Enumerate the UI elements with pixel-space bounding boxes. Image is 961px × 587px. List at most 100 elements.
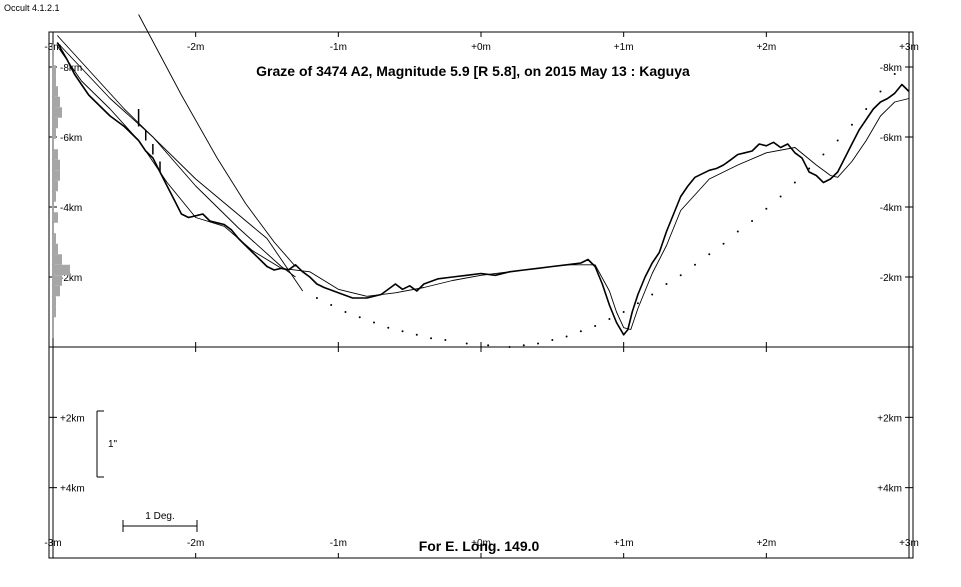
histogram-bar — [52, 86, 58, 97]
limb-prediction-dot — [893, 73, 896, 75]
limb-prediction-dot — [793, 181, 796, 184]
limb-prediction-dot — [401, 330, 404, 333]
histogram-bar — [52, 191, 56, 202]
chart-title: Graze of 3474 A2, Magnitude 5.9 [R 5.8],… — [256, 63, 690, 79]
limb-prediction-dot — [373, 321, 375, 324]
histogram-bar — [52, 222, 54, 234]
x-tick-label-top: +0m — [471, 42, 491, 53]
x-tick-label-bottom: +0m — [471, 538, 491, 549]
scale-bar-h-label: 1 Deg. — [145, 511, 174, 522]
limb-curve-line — [56, 35, 304, 292]
histogram-bar — [52, 285, 60, 297]
axes-layer: -3m-3m-2m-2m-1m-1m+0m+0m+1m+1m+2m+2m+3m+… — [44, 32, 919, 558]
limb-prediction-dot — [779, 195, 782, 198]
scale-bar-v-label: 1" — [108, 439, 118, 450]
limb-prediction-dot — [850, 123, 853, 126]
limb-prediction-dot — [836, 139, 839, 142]
limb-prediction-dot — [444, 339, 447, 341]
limb-prediction-dot — [636, 302, 639, 305]
x-tick-label-bottom: +2m — [756, 538, 776, 549]
y-tick-label-left: -6km — [60, 133, 82, 144]
histogram-bar — [52, 317, 54, 328]
histogram-bar — [52, 275, 62, 286]
histogram-bar — [52, 159, 60, 171]
limb-prediction-dot — [665, 283, 668, 285]
y-tick-label-right: -6km — [880, 133, 902, 144]
y-tick-label-left: -2km — [60, 273, 82, 284]
limb-prediction-dot — [722, 242, 725, 245]
limb-prediction-dot — [865, 108, 868, 110]
limb-prediction-dot — [487, 344, 490, 347]
x-tick-label-bottom: -1m — [330, 538, 347, 549]
limb-prediction-dot — [736, 230, 739, 233]
x-tick-label-top: +2m — [756, 42, 776, 53]
limb-prediction-dot — [679, 274, 682, 277]
histogram-bar — [52, 264, 70, 276]
histogram-bar — [52, 96, 60, 108]
histogram-bar — [52, 149, 58, 160]
x-tick-label-bottom: +1m — [614, 538, 634, 549]
histogram-bar — [52, 107, 62, 118]
limb-prediction-dot — [594, 325, 597, 327]
x-tick-label-top: +1m — [614, 42, 634, 53]
vertical-scale-bar: 1" — [96, 410, 118, 478]
histogram-bar — [52, 327, 54, 339]
histogram-layer — [52, 44, 70, 339]
limb-prediction-dot — [622, 311, 625, 313]
limb-curve-line — [138, 14, 296, 267]
limb-curve-line — [56, 42, 296, 278]
y-tick-label-right: -8km — [880, 63, 902, 74]
histogram-bar — [52, 212, 58, 223]
upper-panel-frame — [48, 31, 914, 348]
histogram-bar — [52, 138, 54, 150]
histogram-bar — [52, 201, 54, 213]
limb-prediction-dot — [879, 90, 882, 93]
x-tick-label-bottom: -2m — [187, 538, 204, 549]
limb-prediction-dot — [651, 293, 654, 296]
y-tick-label-right: -4km — [880, 203, 902, 214]
histogram-bar — [52, 254, 62, 265]
lower-y-tick-label-left: +4km — [60, 484, 85, 495]
y-tick-label-left: -4km — [60, 203, 82, 214]
histogram-bar — [52, 243, 58, 255]
histogram-bar — [52, 65, 56, 76]
histogram-bar — [52, 170, 60, 181]
x-tick-label-top: -1m — [330, 42, 347, 53]
limb-prediction-dot — [765, 207, 768, 210]
histogram-bar — [52, 233, 56, 244]
limb-prediction-dot — [694, 263, 696, 266]
lower-y-tick-label-right: +4km — [877, 484, 902, 495]
lower-y-tick-label-left: +2km — [60, 413, 85, 424]
limb-prediction-dot — [465, 342, 468, 345]
app-title: Occult 4.1.2.1 — [4, 3, 60, 13]
histogram-bar — [52, 75, 56, 87]
histogram-bar — [52, 296, 56, 307]
smoothed-profile-line — [56, 45, 910, 330]
histogram-bar — [52, 117, 58, 129]
limb-prediction-dot — [330, 304, 333, 306]
observed-profile-line — [56, 42, 910, 336]
x-tick-label-top: -2m — [187, 42, 204, 53]
limb-prediction-dot — [387, 326, 390, 329]
limb-prediction-dot — [565, 335, 568, 338]
limb-prediction-dot — [551, 339, 554, 341]
limb-prediction-dot — [358, 316, 361, 319]
limb-prediction-dot — [522, 344, 525, 347]
histogram-bar — [52, 180, 58, 192]
limb-prediction-dot — [430, 337, 433, 340]
histogram-bar — [52, 44, 54, 55]
y-tick-label-right: -2km — [880, 273, 902, 284]
limb-prediction-dot — [344, 311, 347, 313]
limb-prediction-dot — [751, 220, 754, 222]
limb-prediction-dot — [315, 297, 318, 299]
lower-y-tick-label-right: +2km — [877, 413, 902, 424]
horizontal-scale-bar: 1 Deg. — [122, 511, 198, 532]
limb-prediction-dot — [415, 333, 418, 336]
limb-prediction-dot — [579, 330, 582, 333]
limb-prediction-dot — [608, 318, 611, 320]
histogram-bar — [52, 128, 56, 139]
histogram-bar — [52, 306, 56, 318]
histogram-bar — [52, 54, 54, 66]
limb-prediction-dot — [508, 346, 511, 348]
